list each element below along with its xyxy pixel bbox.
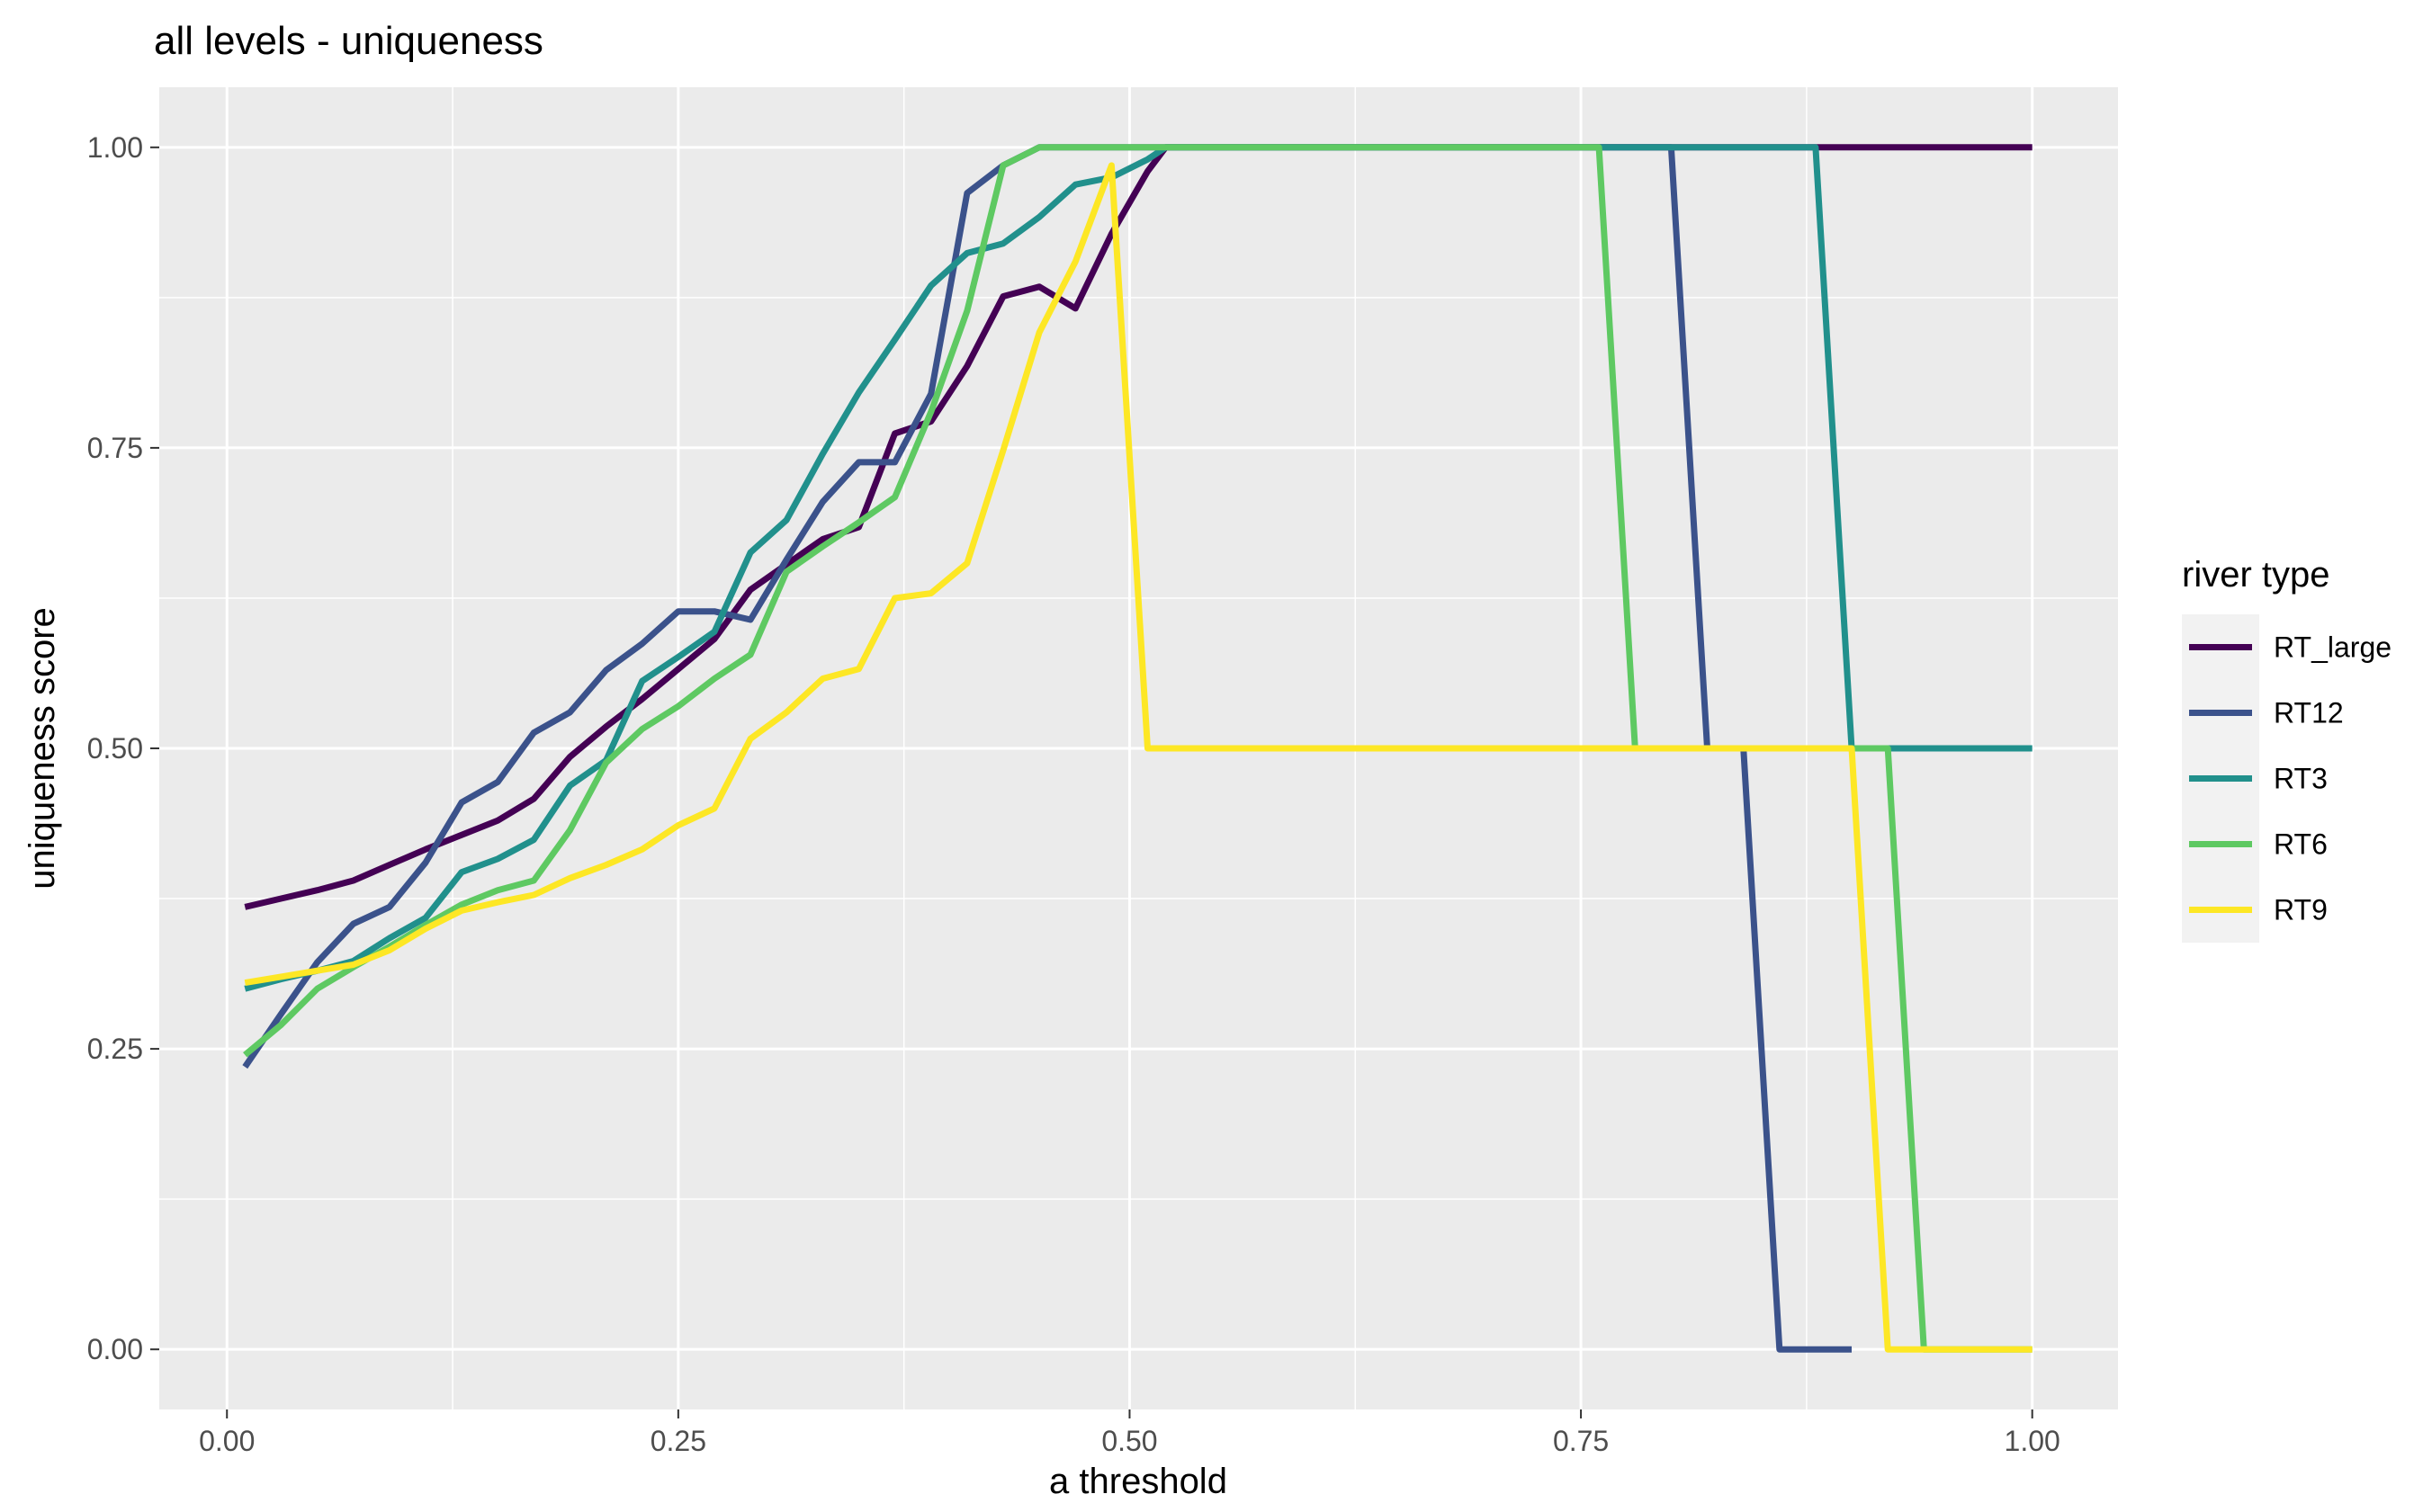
x-tick-label: 0.75 (1553, 1425, 1609, 1457)
legend-label: RT6 (2274, 828, 2328, 861)
legend-label: RT3 (2274, 763, 2328, 795)
legend-title: river type (2182, 555, 2330, 595)
y-axis-ticks: 0.00 0.25 0.50 0.75 1.00 (87, 131, 159, 1365)
x-tick-label: 0.25 (651, 1425, 706, 1457)
x-tick-label: 1.00 (2005, 1425, 2060, 1457)
x-tick-label: 0.00 (199, 1425, 255, 1457)
series-lines (242, 144, 2033, 1353)
x-axis-ticks: 0.00 0.25 0.50 0.75 1.00 (199, 1409, 2060, 1457)
y-tick-label: 1.00 (87, 131, 143, 164)
y-tick-label: 0.50 (87, 732, 143, 765)
y-tick-label: 0.75 (87, 432, 143, 464)
x-tick-label: 0.50 (1101, 1425, 1157, 1457)
legend-item: RT6 (2182, 811, 2328, 877)
legend-label: RT12 (2274, 697, 2344, 729)
legend-label: RT_large (2274, 631, 2392, 664)
series-line-rt9 (244, 162, 2033, 1353)
grid-major (159, 87, 2118, 1409)
y-tick-label: 0.00 (87, 1333, 143, 1365)
y-tick-label: 0.25 (87, 1033, 143, 1065)
x-axis-title: a threshold (1049, 1462, 1227, 1501)
y-axis-title: uniqueness score (22, 607, 62, 890)
series-line-rt3 (244, 144, 2033, 992)
series-line-rt12 (242, 144, 1852, 1353)
chart-title: all levels - uniqueness (154, 19, 543, 63)
legend-label: RT9 (2274, 894, 2328, 926)
legend-item: RT9 (2182, 877, 2328, 943)
legend-items: RT_large RT12 RT3 RT6 RT9 (2182, 614, 2392, 943)
legend: river type RT_large RT12 RT3 RT6 RT9 (2182, 555, 2392, 943)
legend-item: RT_large (2182, 614, 2392, 680)
legend-item: RT12 (2182, 680, 2344, 746)
legend-item: RT3 (2182, 746, 2328, 811)
